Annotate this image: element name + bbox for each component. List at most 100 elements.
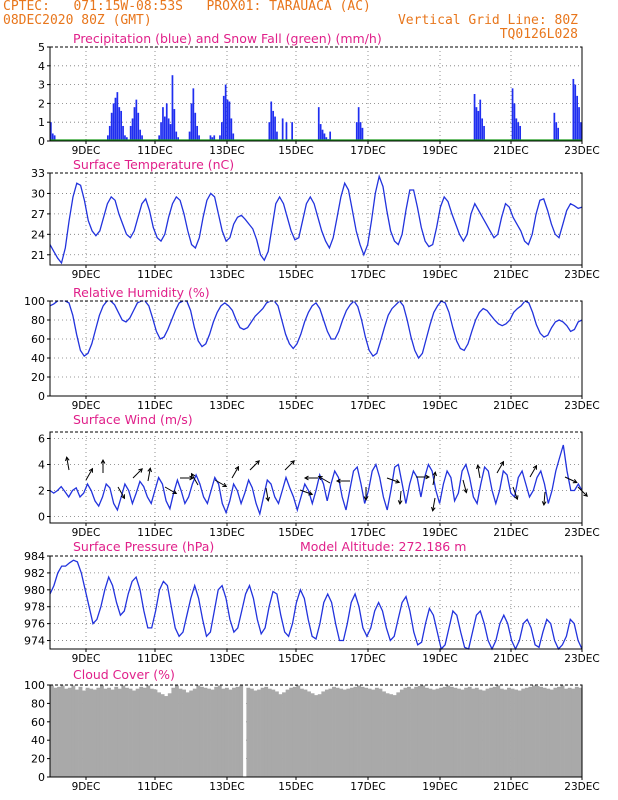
precip-bar bbox=[574, 84, 577, 141]
cloud-bar bbox=[96, 687, 101, 777]
cloud-bar bbox=[578, 687, 583, 777]
cloud-bar bbox=[192, 688, 197, 777]
cloud-bar bbox=[332, 686, 336, 777]
x-tick-label: 19DEC bbox=[422, 527, 457, 539]
cloud-bar bbox=[114, 686, 119, 777]
y-tick-label: 30 bbox=[31, 187, 45, 200]
cloud-bar bbox=[428, 688, 433, 777]
y-tick-label: 21 bbox=[31, 249, 45, 262]
x-tick-label: 15DEC bbox=[278, 781, 313, 793]
y-tick-label: 0 bbox=[38, 390, 45, 403]
wind-arrow-head bbox=[541, 501, 547, 507]
y-tick-label: 1 bbox=[38, 116, 45, 129]
cloud-bar bbox=[496, 685, 501, 777]
x-tick-label: 9DEC bbox=[72, 527, 101, 539]
precip-bar bbox=[553, 112, 556, 141]
precip-bar bbox=[557, 127, 560, 141]
cloud-bar bbox=[385, 693, 390, 777]
x-tick-label: 15DEC bbox=[278, 400, 313, 412]
precip-bar bbox=[135, 99, 138, 141]
y-tick-label: 20 bbox=[31, 371, 45, 384]
y-tick-label: 100 bbox=[24, 679, 45, 692]
y-tick-label: 80 bbox=[31, 697, 45, 710]
precip-bar bbox=[120, 110, 123, 141]
y-tick-label: 27 bbox=[31, 208, 45, 221]
wind-arrow-head bbox=[100, 458, 106, 464]
cloud-bar bbox=[485, 688, 490, 777]
cloud-bar bbox=[117, 688, 122, 777]
precip-bar bbox=[164, 116, 166, 141]
wind-arrow-head bbox=[431, 506, 436, 512]
cloud-bar bbox=[142, 687, 147, 777]
cloud-bar bbox=[107, 687, 111, 777]
precip-bar bbox=[221, 122, 223, 141]
cloud-bar bbox=[378, 688, 383, 777]
panel-title: Surface Pressure (hPa) bbox=[73, 539, 214, 554]
x-tick-label: 21DEC bbox=[493, 400, 528, 412]
cloud-bar bbox=[57, 686, 62, 777]
precip-bar bbox=[515, 118, 518, 141]
precip-bar bbox=[192, 88, 195, 141]
x-tick-label: 15DEC bbox=[278, 145, 313, 157]
x-tick-label: 15DEC bbox=[278, 527, 313, 539]
y-tick-label: 974 bbox=[24, 635, 45, 648]
y-tick-label: 4 bbox=[38, 60, 45, 73]
wind-arrow-head bbox=[190, 472, 196, 478]
precip-bar bbox=[158, 135, 161, 141]
precip-bar bbox=[285, 122, 288, 141]
cloud-bar bbox=[146, 685, 151, 777]
panel-frame bbox=[49, 172, 583, 266]
y-tick-label: 976 bbox=[24, 618, 45, 631]
precip-bar bbox=[270, 101, 273, 141]
wind-arrow-head bbox=[120, 494, 126, 500]
cloud-bar bbox=[246, 687, 251, 777]
precip-bar bbox=[224, 84, 227, 141]
precip-bar bbox=[53, 135, 56, 141]
cloud-bar bbox=[310, 693, 315, 777]
y-tick-label: 24 bbox=[31, 228, 45, 241]
cloud-bar bbox=[82, 690, 86, 777]
cloud-bar bbox=[92, 689, 97, 777]
precip-bar bbox=[321, 129, 324, 141]
x-tick-label: 11DEC bbox=[137, 269, 172, 281]
cloud-bar bbox=[335, 687, 340, 777]
cloud-bar bbox=[282, 692, 286, 777]
precip-bar bbox=[475, 107, 478, 141]
cloud-bar bbox=[64, 688, 69, 777]
cloud-bar bbox=[396, 692, 401, 777]
cloud-bar bbox=[217, 685, 222, 777]
x-tick-label: 11DEC bbox=[137, 145, 172, 157]
precip-bar bbox=[325, 137, 328, 141]
cloud-bar bbox=[457, 688, 461, 777]
panel-frame bbox=[49, 555, 583, 650]
x-tick-label: 17DEC bbox=[350, 527, 385, 539]
cloud-bar bbox=[185, 692, 190, 777]
cloud-bar bbox=[253, 690, 258, 777]
precip-bar bbox=[359, 122, 362, 141]
cloud-bar bbox=[199, 686, 204, 777]
wind-arrow-shaft bbox=[299, 489, 313, 495]
precip-bar bbox=[194, 112, 197, 141]
precip-bar bbox=[226, 99, 229, 141]
cloud-bar bbox=[153, 689, 158, 777]
wind-arrow-head bbox=[189, 475, 195, 481]
wind-arrow-head bbox=[425, 474, 431, 480]
x-tick-label: 17DEC bbox=[350, 145, 385, 157]
cloud-bar bbox=[60, 685, 65, 777]
cloud-bar bbox=[321, 691, 326, 777]
precip-bar bbox=[483, 125, 485, 141]
wind-arrow-head bbox=[432, 471, 437, 477]
cloud-bar bbox=[389, 694, 394, 777]
cloud-bar bbox=[267, 688, 272, 777]
vertical-grid-note: Vertical Grid Line: 80Z bbox=[397, 13, 578, 28]
wind-arrow-shaft bbox=[512, 486, 518, 500]
precip-bar bbox=[173, 109, 176, 141]
precip-bar bbox=[137, 112, 140, 141]
x-tick-label: 23DEC bbox=[564, 145, 599, 157]
precip-bar bbox=[188, 131, 191, 141]
cloud-bar bbox=[314, 695, 319, 777]
wind-arrow-shaft bbox=[132, 468, 143, 479]
cloud-bar bbox=[346, 688, 351, 777]
wind-arrow-head bbox=[317, 475, 323, 481]
precip-bar bbox=[107, 135, 109, 141]
